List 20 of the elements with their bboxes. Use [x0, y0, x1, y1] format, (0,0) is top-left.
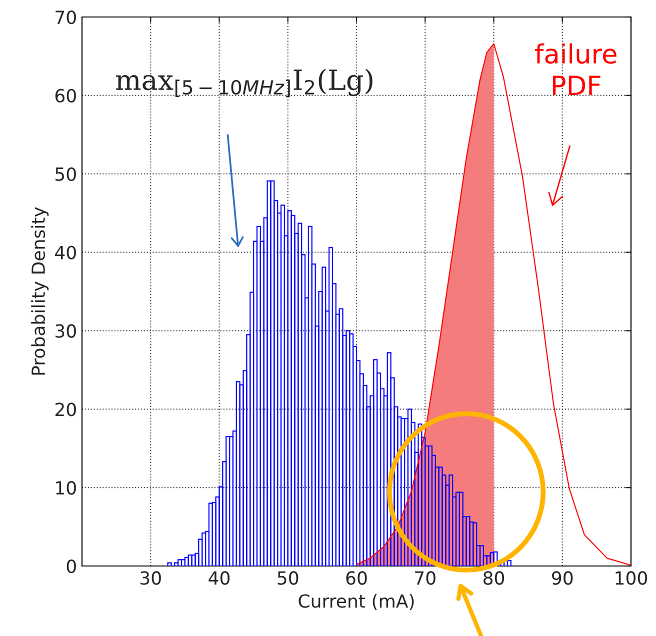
- y-tick-label: 50: [56, 167, 76, 181]
- x-axis-title: Current (mA): [298, 594, 414, 610]
- y-tick-label: 60: [55, 88, 76, 103]
- y-tick-label: 10: [56, 481, 76, 495]
- x-tick-label: 100: [616, 571, 648, 585]
- annotation: max$_{[5−10MHz]}$I$_{2}$(Lg): [116, 68, 372, 97]
- x-tick-label: 50: [278, 571, 298, 585]
- annotation: failure PDF: [535, 43, 616, 95]
- y-tick-label: 30: [56, 324, 76, 338]
- x-tick-label: 70: [415, 571, 436, 585]
- y-tick-label: 0: [66, 559, 76, 574]
- y-tick-label: 70: [56, 10, 76, 24]
- x-tick-label: 30: [140, 571, 161, 585]
- y-tick-label: 40: [55, 246, 76, 260]
- x-tick-label: 60: [346, 571, 367, 585]
- x-tick-label: 80: [483, 571, 504, 585]
- x-tick-label: 40: [208, 571, 230, 585]
- y-tick-label: 20: [55, 402, 76, 416]
- y-axis-title: Probability Density: [31, 207, 49, 375]
- x-tick-label: 90: [552, 571, 573, 585]
